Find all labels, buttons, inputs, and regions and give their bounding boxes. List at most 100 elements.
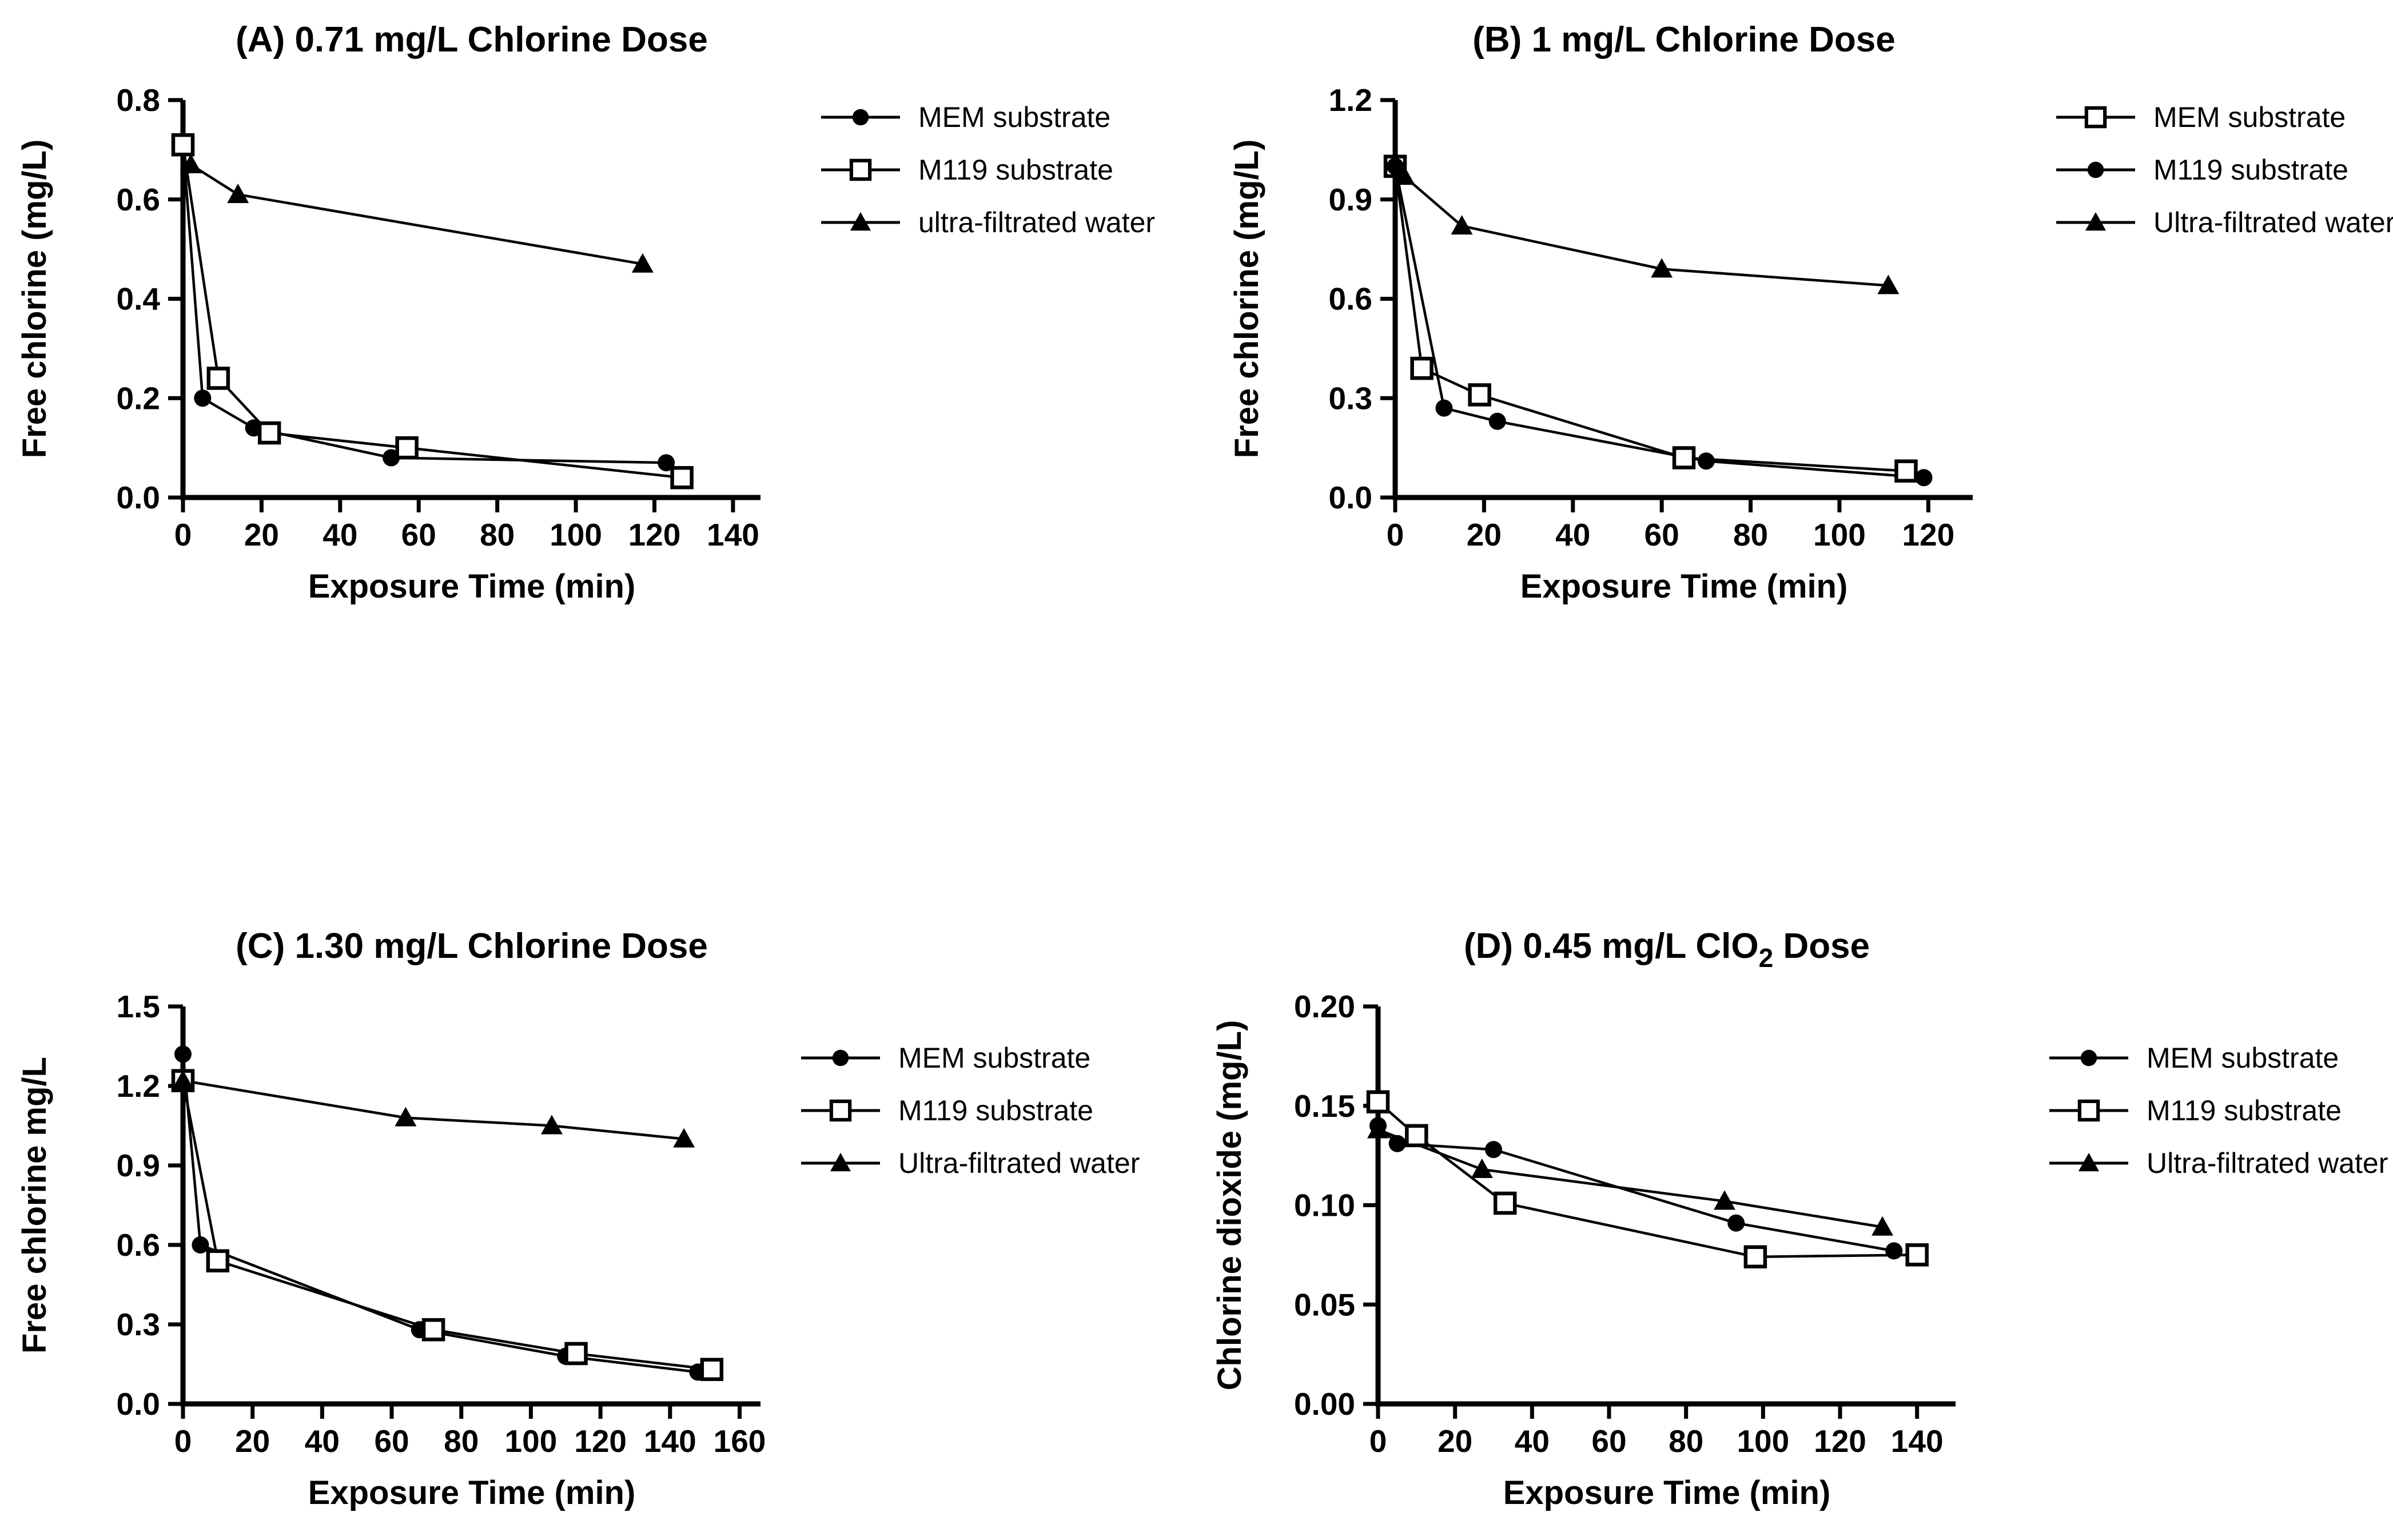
x-tick-label: 160 xyxy=(714,1423,766,1459)
open-square-marker-m119-substrate xyxy=(1905,1243,1929,1267)
axes xyxy=(1392,100,1973,500)
legend-label: ultra-filtrated water xyxy=(918,206,1156,238)
x-axis-title: Exposure Time (min) xyxy=(308,1474,636,1511)
open-square-marker-mem-substrate xyxy=(1672,446,1696,469)
filled-circle-icon-glyph xyxy=(852,109,869,126)
open-square-marker-m119-substrate xyxy=(700,1358,724,1382)
legend-item-ultra-filtrated-water: Ultra-filtrated water xyxy=(798,1145,1140,1181)
filled-triangle-icon xyxy=(821,212,900,231)
legend-item-m119-substrate: M119 substrate xyxy=(798,1092,1140,1129)
legend-label: M119 substrate xyxy=(2147,1095,2342,1127)
filled-triangle-icon-glyph xyxy=(2085,212,2107,231)
chart-c-plot: (C) 1.30 mg/L Chlorine Dose 0 20 40 60 80 100 1… xyxy=(16,926,766,1511)
x-tick-label: 20 xyxy=(244,517,279,552)
chart-d-plot: (D) 0.45 mg/L ClO2 Dose 0 20 40 60 80 100 120 14… xyxy=(1211,926,1956,1511)
filled-triangle-icon xyxy=(2049,1152,2128,1172)
series-line-mem-substrate xyxy=(181,145,667,464)
chart-title: (D) 0.45 mg/L ClO2 Dose xyxy=(1464,926,1870,973)
open-square-marker-m119-substrate xyxy=(171,133,195,157)
x-tick-label: 100 xyxy=(1737,1423,1789,1459)
legend-item-mem-substrate: MEM substrate xyxy=(818,99,1155,136)
x-tick-label: 60 xyxy=(374,1423,409,1459)
legend-label: Ultra-filtrated water xyxy=(2153,206,2393,238)
legend-label: MEM substrate xyxy=(918,101,1111,133)
filled-triangle-marker-ultra-filtrated-water xyxy=(1393,165,1415,185)
y-axis-title: Free chlorine mg/L xyxy=(16,1057,53,1354)
open-square-marker-m119-substrate xyxy=(1366,1090,1390,1114)
legend-label: MEM substrate xyxy=(2147,1042,2339,1074)
y-tick-label: 0.0 xyxy=(117,480,160,515)
filled-triangle-marker-ultra-filtrated-water xyxy=(180,153,202,173)
open-square-marker-mem-substrate xyxy=(1468,383,1491,407)
open-square-marker-m119-substrate xyxy=(670,466,694,490)
x-tick-label: 40 xyxy=(1515,1423,1550,1459)
x-tick-label: 120 xyxy=(1902,517,1954,552)
filled-circle-icon-glyph xyxy=(832,1049,849,1067)
filled-triangle-marker-ultra-filtrated-water xyxy=(1877,274,1900,295)
legend-label: M119 substrate xyxy=(2153,154,2348,186)
y-tick-label: 0.6 xyxy=(1329,281,1372,317)
legend-label: MEM substrate xyxy=(2153,101,2346,133)
open-square-icon xyxy=(2049,1099,2128,1122)
filled-circle-marker-mem-substrate xyxy=(1727,1214,1745,1232)
y-tick-label: 0.05 xyxy=(1294,1287,1355,1322)
series-line-ultra-filtrated-water xyxy=(190,164,643,265)
filled-circle-marker-mem-substrate xyxy=(1388,1135,1406,1152)
filled-circle-icon xyxy=(2056,161,2135,178)
filled-circle-marker-m119-substrate xyxy=(1387,157,1404,175)
legend-item-mem-substrate: MEM substrate xyxy=(798,1040,1140,1076)
filled-circle-marker-mem-substrate xyxy=(174,1045,192,1063)
x-tick-label: 0 xyxy=(174,1423,192,1459)
y-axis-title: Chlorine dioxide (mg/L) xyxy=(1211,1020,1248,1391)
filled-circle-icon xyxy=(801,1049,880,1067)
y-tick-label: 0.15 xyxy=(1294,1088,1355,1124)
open-square-marker-m119-substrate xyxy=(257,421,281,445)
x-tick-label: 80 xyxy=(444,1423,479,1459)
x-tick-label: 80 xyxy=(480,517,515,552)
x-axis-title: Exposure Time (min) xyxy=(1503,1474,1831,1511)
legend-item-m119-substrate: M119 substrate xyxy=(2046,1092,2388,1129)
x-tick-label: 40 xyxy=(322,517,357,552)
series-line-ultra-filtrated-water xyxy=(1403,175,1889,287)
open-square-marker-m119-substrate xyxy=(206,367,230,390)
filled-circle-icon xyxy=(821,109,900,126)
filled-triangle-marker-ultra-filtrated-water xyxy=(1367,1119,1389,1139)
series-line-mem-substrate xyxy=(1393,166,1906,472)
y-tick-label: 0.0 xyxy=(117,1386,160,1422)
y-tick-label: 0.0 xyxy=(1329,480,1372,515)
legend-label: Ultra-filtrated water xyxy=(898,1147,1140,1179)
legend-label: Ultra-filtrated water xyxy=(2147,1147,2388,1179)
x-tick-label: 20 xyxy=(235,1423,270,1459)
y-tick-label: 1.2 xyxy=(117,1068,160,1104)
axes xyxy=(1375,1006,1956,1407)
y-tick-label: 1.5 xyxy=(117,989,160,1024)
x-tick-label: 140 xyxy=(1891,1423,1944,1459)
legend-item-mem-substrate: MEM substrate xyxy=(2053,99,2393,136)
filled-circle-marker-mem-substrate xyxy=(1885,1242,1903,1260)
filled-circle-icon-glyph xyxy=(2087,161,2104,178)
legend-item-mem-substrate: MEM substrate xyxy=(2046,1040,2388,1076)
filled-triangle-marker-ultra-filtrated-water xyxy=(540,1115,563,1135)
open-square-marker-m119-substrate xyxy=(421,1318,445,1342)
x-tick-label: 80 xyxy=(1733,517,1768,552)
filled-triangle-marker-ultra-filtrated-water xyxy=(1714,1190,1735,1210)
x-tick-label: 120 xyxy=(1814,1423,1866,1459)
chart-b-legend: MEM substrate M119 substrate Ultra-filtrat… xyxy=(2053,99,2393,257)
chart-a-plot: (A) 0.71 mg/L Chlorine Dose 0 20 40 60 80 100 1… xyxy=(16,20,760,605)
open-square-icon xyxy=(801,1099,880,1122)
filled-triangle-icon-glyph xyxy=(2078,1152,2100,1172)
filled-triangle-icon-glyph xyxy=(850,212,871,231)
y-tick-label: 0.4 xyxy=(117,281,161,317)
filled-triangle-marker-ultra-filtrated-water xyxy=(1872,1216,1894,1236)
filled-triangle-icon xyxy=(801,1152,880,1172)
chart-d-legend: MEM substrate M119 substrate Ultra-filtrat… xyxy=(2046,1040,2388,1197)
x-tick-label: 0 xyxy=(174,517,192,552)
axes xyxy=(180,1006,760,1407)
x-tick-label: 20 xyxy=(1467,517,1502,552)
series-line-m119-substrate xyxy=(1377,1101,1917,1259)
y-axis-title: Free chlorine (mg/L) xyxy=(1228,140,1265,459)
x-tick-label: 20 xyxy=(1438,1423,1472,1459)
y-tick-label: 0.6 xyxy=(117,182,160,217)
x-tick-label: 80 xyxy=(1669,1423,1703,1459)
y-tick-label: 0.00 xyxy=(1294,1386,1355,1422)
